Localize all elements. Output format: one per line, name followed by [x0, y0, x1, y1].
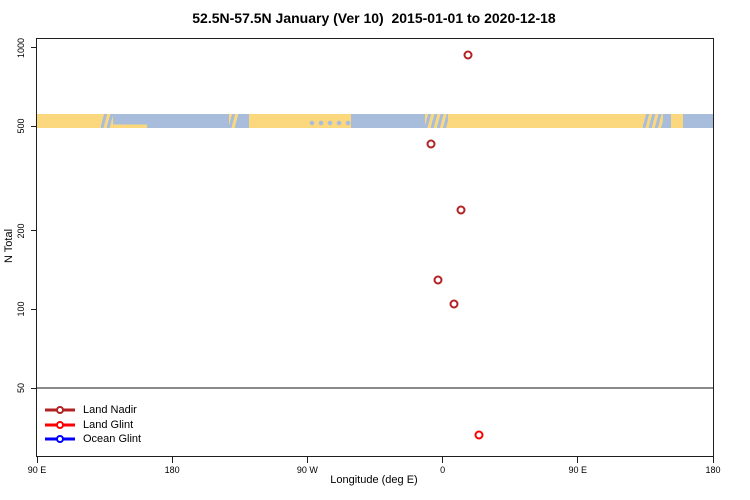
x-tick-label: 0 [440, 465, 446, 475]
legend-symbol-land-nadir [45, 405, 75, 415]
x-tick-mark [306, 457, 308, 463]
legend-label: Land Glint [83, 418, 134, 431]
legend-ring-icon [56, 406, 64, 415]
legend-label: Land Nadir [83, 404, 137, 417]
x-tick-mark [712, 457, 714, 463]
legend-symbol-ocean-glint [45, 434, 75, 444]
plot-area: Land Nadir Land Glint Ocean Glint 1000 500 2… [16, 38, 721, 475]
data-point-land-nadir [433, 275, 443, 285]
legend-item: Land Glint [45, 418, 141, 433]
y-tick-label: 100 [16, 301, 26, 317]
y-tick-mark [31, 125, 37, 127]
data-point-land-nadir [449, 299, 459, 309]
map-segment-ocean [351, 114, 426, 128]
data-point-land-glint [474, 430, 484, 440]
map-segment-coast [101, 114, 114, 128]
map-segment-land [671, 114, 684, 128]
x-tick-label: 90 E [27, 465, 47, 475]
x-tick-label: 180 [705, 465, 721, 475]
x-tick-label: 90 E [568, 465, 588, 475]
map-segment-land [249, 114, 310, 128]
reference-line-50 [37, 387, 713, 390]
data-point-land-nadir [426, 139, 436, 149]
y-tick-mark [31, 47, 37, 49]
y-tick-mark [31, 387, 37, 389]
x-tick-mark [577, 457, 579, 463]
y-tick-label: 200 [16, 223, 26, 239]
x-axis-label: Longitude (deg E) [330, 474, 418, 486]
map-segment-land [37, 114, 102, 128]
land-ocean-map-strip [37, 114, 713, 128]
map-segment-coast [642, 114, 664, 128]
map-segment-ocean [662, 114, 672, 128]
data-point-land-nadir [456, 205, 466, 215]
map-segment-land [448, 114, 644, 128]
x-tick-mark [36, 457, 38, 463]
y-tick-mark [31, 230, 37, 232]
map-segment-bay [308, 114, 352, 128]
legend-item: Land Nadir [45, 403, 141, 418]
legend-item: Ocean Glint [45, 432, 141, 447]
map-segment-ocean [147, 114, 230, 128]
legend-ring-icon [56, 435, 64, 444]
y-tick-label: 50 [16, 383, 26, 394]
map-segment-coast [228, 114, 239, 128]
y-tick-label: 500 [16, 118, 26, 134]
map-segment-coast [425, 114, 449, 128]
legend: Land Nadir Land Glint Ocean Glint [45, 403, 141, 447]
legend-ring-icon [56, 420, 64, 429]
map-segment-ocean [683, 114, 713, 128]
y-axis-label: N Total [3, 228, 15, 264]
legend-symbol-land-glint [45, 420, 75, 430]
map-segment-shore [113, 114, 148, 128]
y-tick-mark [31, 308, 37, 310]
data-point-land-nadir [463, 50, 473, 60]
x-tick-label: 90 W [296, 465, 318, 475]
y-tick-label: 1000 [16, 37, 26, 58]
x-tick-mark [442, 457, 444, 463]
legend-label: Ocean Glint [83, 433, 142, 446]
x-tick-mark [171, 457, 173, 463]
map-segment-ocean [237, 114, 250, 128]
x-tick-label: 180 [164, 465, 180, 475]
chart-title: 52.5N-57.5N January (Ver 10) 2015-01-01 … [192, 10, 556, 26]
